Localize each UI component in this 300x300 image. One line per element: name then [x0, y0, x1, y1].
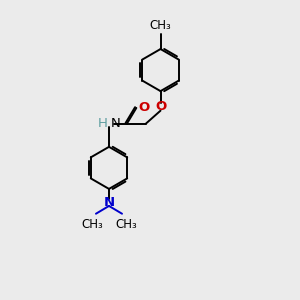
- Text: CH₃: CH₃: [115, 218, 137, 231]
- Text: H: H: [98, 117, 107, 130]
- Text: N: N: [111, 117, 120, 130]
- Text: N: N: [103, 196, 115, 209]
- Text: O: O: [139, 101, 150, 114]
- Text: CH₃: CH₃: [81, 218, 103, 231]
- Text: O: O: [155, 100, 166, 113]
- Text: CH₃: CH₃: [150, 19, 171, 32]
